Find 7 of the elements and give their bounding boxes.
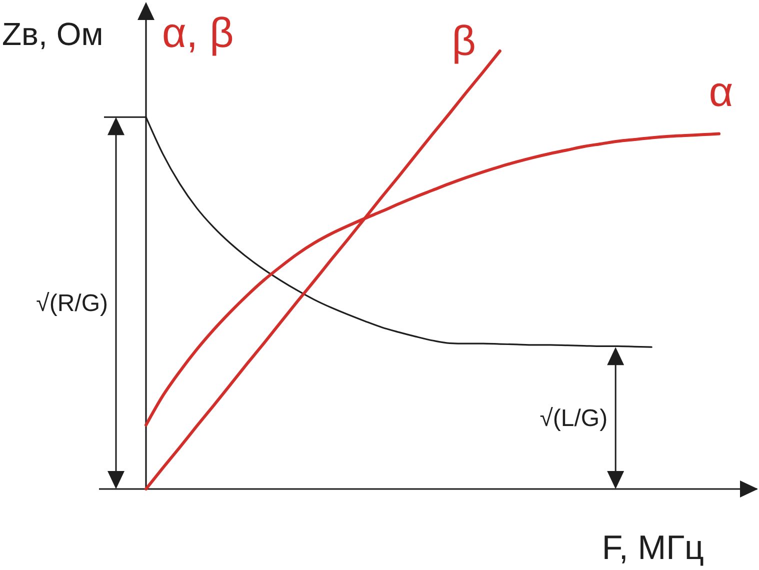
series-label: α (708, 68, 734, 115)
series-label: β (452, 17, 476, 64)
annotation: √(L/G) (540, 405, 608, 432)
x-axis-title: F, МГц (602, 529, 704, 567)
text: √(R/G) (36, 290, 108, 318)
y-axis-title: Zв, Ом (2, 16, 104, 52)
annotation: α, β (162, 9, 234, 56)
